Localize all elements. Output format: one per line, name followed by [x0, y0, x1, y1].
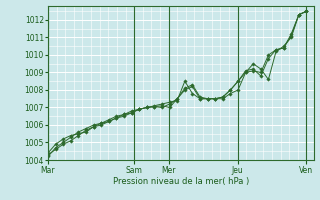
X-axis label: Pression niveau de la mer( hPa ): Pression niveau de la mer( hPa ) [113, 177, 249, 186]
